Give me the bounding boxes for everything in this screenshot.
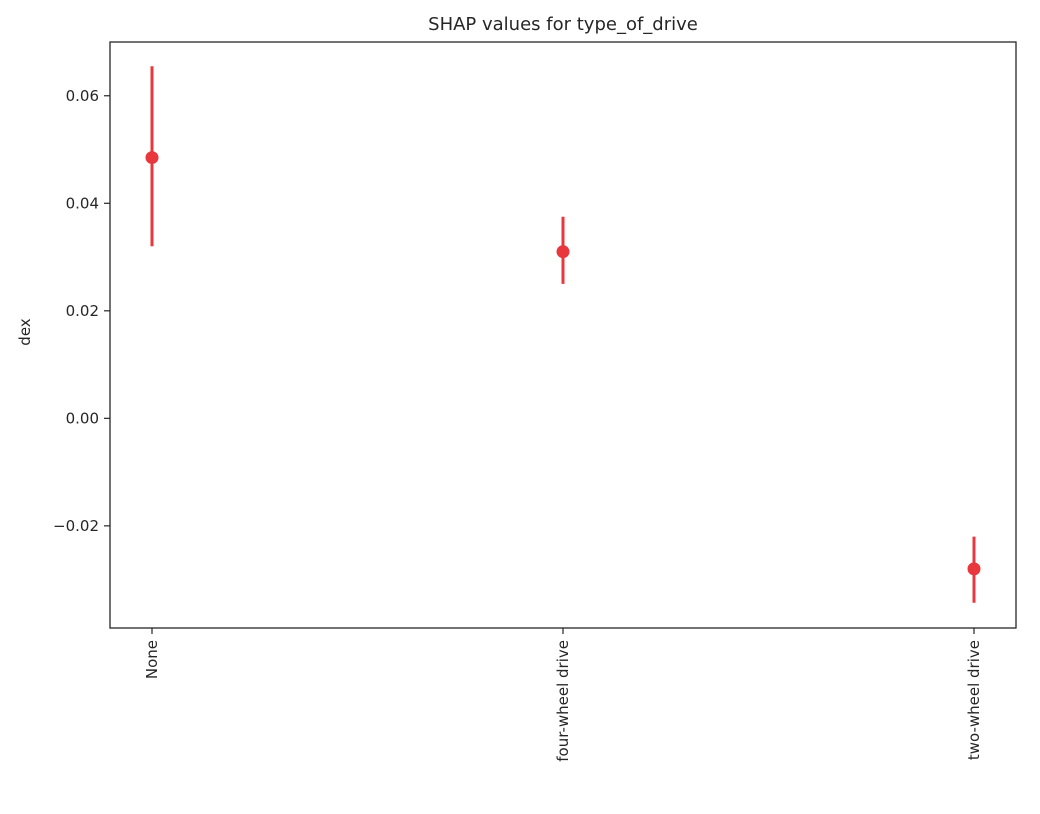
y-tick-label: 0.04 [66,194,99,212]
y-tick-label: 0.02 [66,302,99,320]
x-tick-label: two-wheel drive [965,640,983,760]
data-point [556,245,570,259]
x-axis-ticks: None four-wheel drive two-wheel drive [143,628,983,762]
x-tick-label: None [143,640,161,679]
data-point [145,151,159,165]
x-tick-label: four-wheel drive [554,640,572,762]
y-tick-label: 0.00 [66,409,99,427]
plot-area-frame [109,41,1017,629]
chart-title: SHAP values for type_of_drive [428,14,698,35]
y-tick-label: 0.06 [66,87,99,105]
y-tick-label: −0.02 [53,517,99,535]
data-point [967,562,981,576]
y-axis-label: dex [16,318,34,345]
data-marks [145,66,981,603]
y-axis-ticks: −0.02 0.00 0.02 0.04 0.06 [53,87,110,535]
